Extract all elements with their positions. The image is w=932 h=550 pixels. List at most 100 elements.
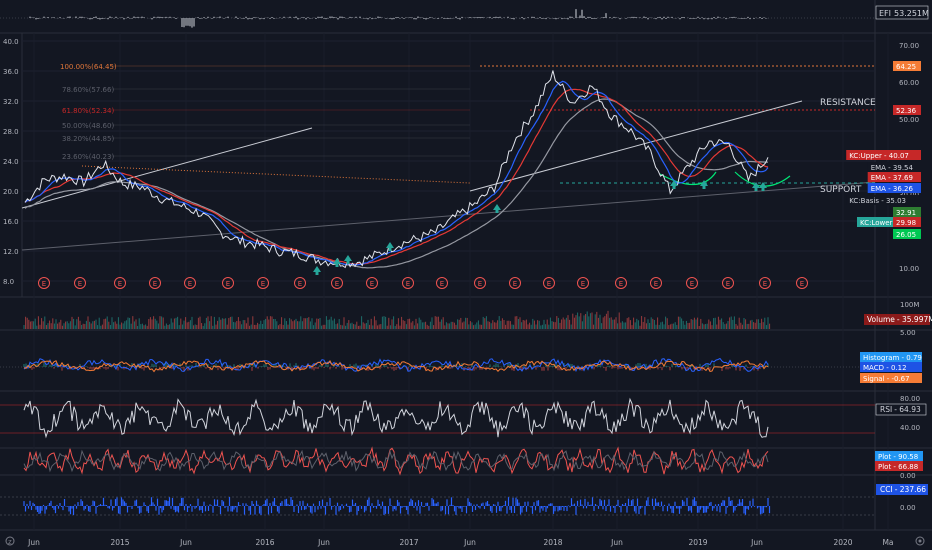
price-badge-label: 32.91 xyxy=(896,209,916,217)
rsi-value: 64.93 xyxy=(899,405,921,414)
left-axis-tick: 8.0 xyxy=(3,278,14,286)
trendline-lower xyxy=(21,181,876,251)
volume-value: 35.997M xyxy=(902,315,932,324)
price-line-path xyxy=(24,70,769,269)
earnings-marker xyxy=(615,277,627,289)
price-badge xyxy=(846,195,921,205)
time-axis-tick: 2019 xyxy=(688,538,707,547)
earnings-marker-label: E xyxy=(726,280,730,288)
right-axis-tick: 60.00 xyxy=(899,79,919,87)
stoch-badge xyxy=(875,451,923,461)
settings-icon[interactable] xyxy=(915,536,925,546)
time-axis-tick: Jun xyxy=(27,538,40,547)
efi-value: 53.251M xyxy=(894,9,929,18)
macd-badge xyxy=(860,362,922,372)
left-axis-tick: 40.0 xyxy=(3,38,19,46)
earnings-marker-label: E xyxy=(153,280,157,288)
earnings-marker xyxy=(184,277,196,289)
left-axis-tick: 12.0 xyxy=(3,248,19,256)
buy-arrow-icon xyxy=(386,242,394,251)
earnings-marker-label: E xyxy=(654,280,658,288)
svg-text:RSI- 64.93: RSI - 64.93 xyxy=(880,405,921,414)
ema-blue-line xyxy=(24,80,769,266)
earnings-marker xyxy=(74,277,86,289)
earnings-marker-label: E xyxy=(690,280,694,288)
price-badge-label: KC:Basis - 35.03 xyxy=(849,197,906,205)
price-badge xyxy=(893,61,921,71)
earnings-marker-label: E xyxy=(800,280,804,288)
stoch-badge xyxy=(875,461,923,471)
right-axis-tick: 10.00 xyxy=(899,265,919,273)
left-axis-tick: 32.0 xyxy=(3,98,19,106)
price-badge xyxy=(857,217,893,227)
left-axis-tick: 36.0 xyxy=(3,68,19,76)
rsi-axis-tick-40: 40.00 xyxy=(900,424,920,432)
buy-arrows xyxy=(313,180,767,275)
buy-arrow-icon xyxy=(344,255,352,264)
earnings-marker-label: E xyxy=(440,280,444,288)
rsi-label: RSI xyxy=(880,405,892,414)
volume-legend: 100M Volume - 35.997M xyxy=(864,301,932,325)
volume-label: Volume xyxy=(867,315,895,324)
price-badge-label: EMA - 36.26 xyxy=(871,185,914,193)
earnings-marker-label: E xyxy=(261,280,265,288)
right-axis-tick: 70.00 xyxy=(899,42,919,50)
stoch-badge-label: Plot - 66.88 xyxy=(878,463,918,471)
time-axis-tick: 2015 xyxy=(110,538,129,547)
price-badge xyxy=(867,162,921,172)
buy-arrow-icon xyxy=(670,180,678,189)
price-badge-label: KC:Lower xyxy=(860,219,893,227)
earnings-marker-label: E xyxy=(370,280,374,288)
fib-label: 100.00%(64.45) xyxy=(60,63,117,71)
earnings-marker-label: E xyxy=(406,280,410,288)
price-badge xyxy=(893,229,921,239)
earnings-marker xyxy=(796,277,808,289)
trendline-upper xyxy=(21,127,313,209)
earnings-marker xyxy=(114,277,126,289)
earnings-marker-label: E xyxy=(188,280,192,288)
rsi-line xyxy=(23,397,769,439)
price-badge-label: KC:Upper - 40.07 xyxy=(849,152,909,160)
macd-panel xyxy=(0,357,875,373)
earnings-marker xyxy=(294,277,306,289)
stoch-d-line xyxy=(23,449,769,473)
ema-red-line xyxy=(24,88,769,265)
earnings-marker-label: E xyxy=(78,280,82,288)
left-axis-tick: 16.0 xyxy=(3,218,19,226)
fibonacci-retracement: 100.00%(64.45) 78.60%(57.66) 61.80%(52.34)… xyxy=(60,63,875,161)
fib-label: 78.60%(57.66) xyxy=(62,86,114,94)
support-label: SUPPORT xyxy=(820,185,862,195)
price-badge-label: EMA - 37.69 xyxy=(871,174,913,182)
left-axis-tick: 24.0 xyxy=(3,158,19,166)
buy-arrow-icon xyxy=(333,258,341,267)
earnings-marker xyxy=(474,277,486,289)
zoom-icon[interactable]: z xyxy=(5,536,15,546)
macd-badge-label: MACD - 0.12 xyxy=(863,364,907,372)
left-axis: 40.0 36.0 32.0 28.0 24.0 20.0 16.0 12.0 8.0 xyxy=(3,38,19,286)
earnings-marker-label: E xyxy=(478,280,482,288)
macd-legend: Histogram - 0.79 MACD - 0.12 Signal - -0.6… xyxy=(860,352,922,383)
earnings-marker xyxy=(650,277,662,289)
price-badge-label: 26.05 xyxy=(896,231,916,239)
earnings-marker xyxy=(222,277,234,289)
rsi-legend: RSI - 64.93 xyxy=(875,403,927,416)
buy-arrow-icon xyxy=(752,182,760,191)
time-axis-tick: Jun xyxy=(179,538,192,547)
earnings-marker-label: E xyxy=(335,280,339,288)
stoch-legend: Plot - 90.58 Plot - 66.88 xyxy=(875,451,923,471)
earnings-marker xyxy=(686,277,698,289)
earnings-marker xyxy=(509,277,521,289)
price-grid xyxy=(22,33,889,530)
earnings-marker xyxy=(759,277,771,289)
svg-text:Volume- 35.997M: Volume - 35.997M xyxy=(867,315,932,324)
time-axis: Jun 2015 Jun 2016 Jun 2017 Jun 2018 Jun 2019 Jun 20… xyxy=(27,538,893,547)
trendlines xyxy=(21,100,876,251)
earnings-marker xyxy=(257,277,269,289)
panel-frames xyxy=(0,0,932,531)
price-badges: 64.25 52.36 KC:Upper - 40.07 EMA - 39.54 EMA… xyxy=(846,61,921,239)
price-badge-label: EMA - 39.54 xyxy=(871,164,914,172)
time-axis-tick: Jun xyxy=(750,538,763,547)
